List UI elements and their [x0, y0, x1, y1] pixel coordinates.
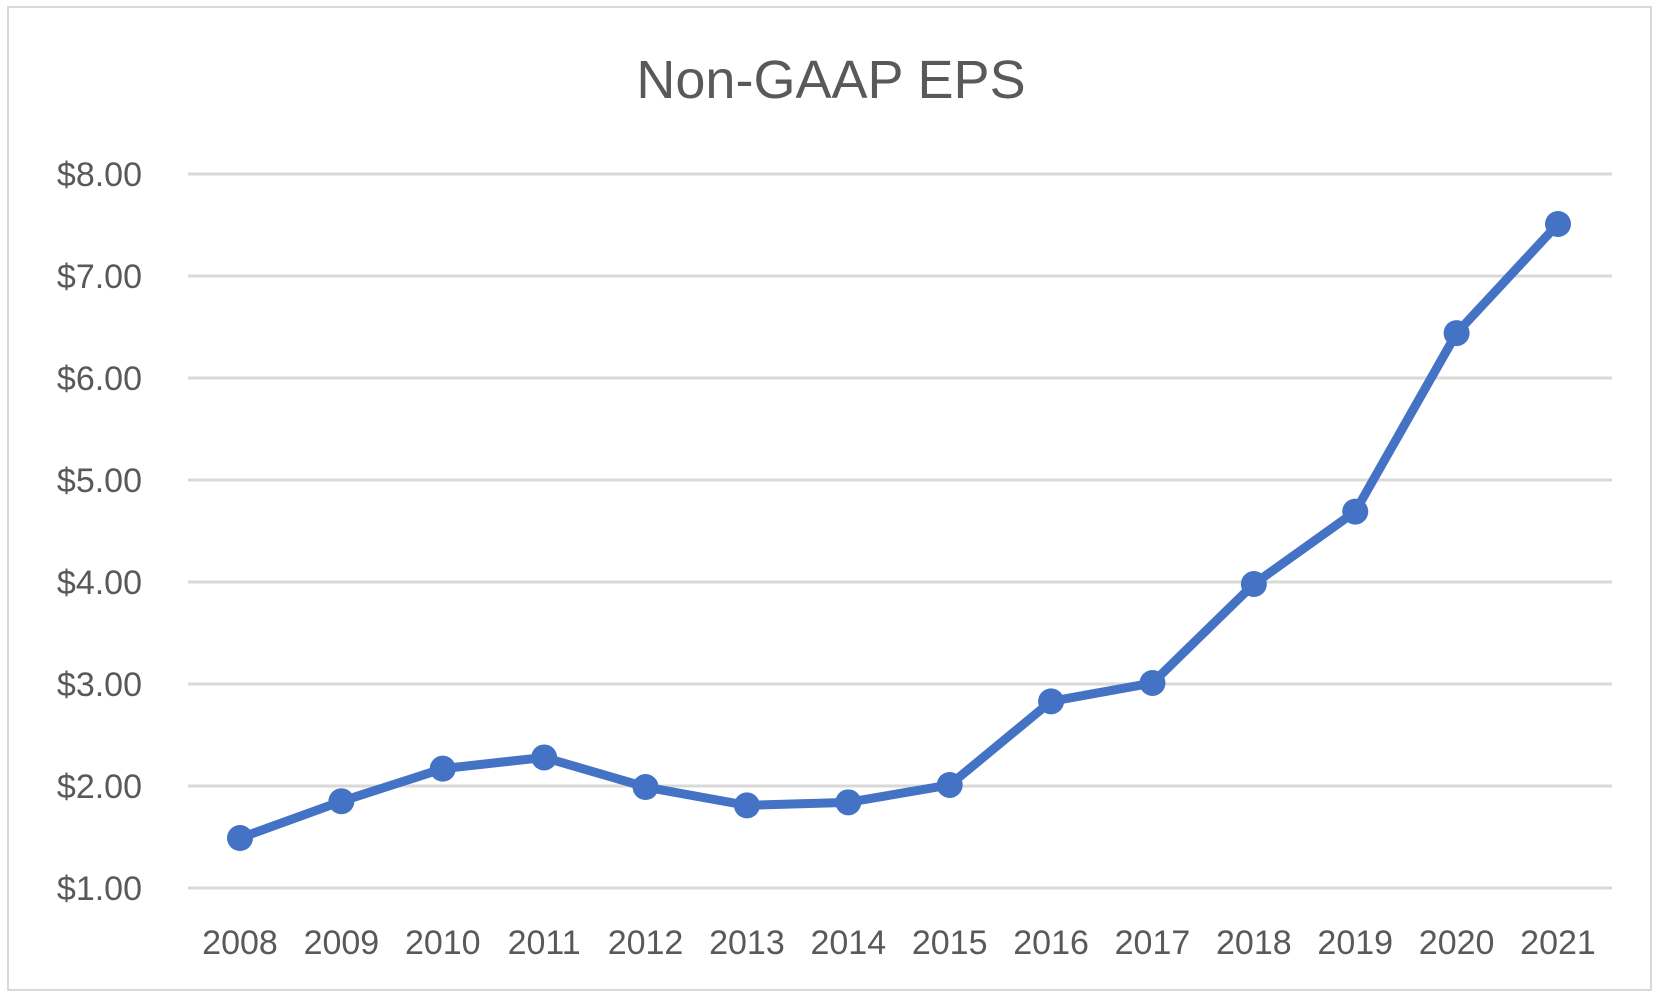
data-point: [1443, 320, 1470, 347]
data-point: [531, 744, 558, 771]
y-tick-label: $3.00: [57, 666, 142, 704]
y-tick-label: $2.00: [57, 768, 142, 806]
chart-title: Non-GAAP EPS: [636, 50, 1025, 110]
x-tick-label: 2009: [304, 924, 380, 962]
x-axis-tick-labels: 2008 2009 2010 2011 2012 2013 2014 2015 2016 2017…: [202, 924, 1596, 962]
x-tick-label: 2016: [1013, 924, 1089, 962]
x-tick-label: 2014: [810, 924, 886, 962]
data-point: [1240, 571, 1267, 598]
x-tick-label: 2008: [202, 924, 278, 962]
data-point: [733, 792, 760, 819]
series-layer: [227, 210, 1571, 852]
y-tick-label: $8.00: [57, 156, 142, 194]
data-point: [835, 789, 862, 816]
y-tick-label: $7.00: [57, 258, 142, 296]
data-point: [1545, 210, 1571, 237]
x-tick-label: 2020: [1419, 924, 1495, 962]
data-point: [632, 774, 659, 801]
data-point: [936, 771, 963, 798]
y-tick-label: $1.00: [57, 870, 142, 908]
x-tick-label: 2019: [1317, 924, 1393, 962]
y-tick-label: $4.00: [57, 564, 142, 602]
x-tick-label: 2018: [1216, 924, 1292, 962]
data-point: [1038, 688, 1065, 715]
y-tick-label: $5.00: [57, 462, 142, 500]
x-tick-label: 2011: [508, 924, 581, 962]
x-tick-label: 2017: [1115, 924, 1191, 962]
x-tick-label: 2015: [912, 924, 988, 962]
x-tick-label: 2010: [405, 924, 481, 962]
x-tick-label: 2021: [1520, 924, 1596, 962]
data-point: [227, 825, 253, 852]
y-axis-tick-labels: $1.00 $2.00 $3.00 $4.00 $5.00 $6.00 $7.00 $8.00: [57, 156, 142, 908]
gridlines: [188, 172, 1612, 890]
x-tick-label: 2012: [608, 924, 684, 962]
y-tick-label: $6.00: [57, 360, 142, 398]
x-tick-label: 2013: [709, 924, 785, 962]
data-point: [1342, 498, 1369, 525]
data-point: [328, 788, 355, 815]
data-point: [429, 755, 456, 782]
series-line: [235, 219, 1563, 843]
data-point: [1139, 669, 1166, 696]
